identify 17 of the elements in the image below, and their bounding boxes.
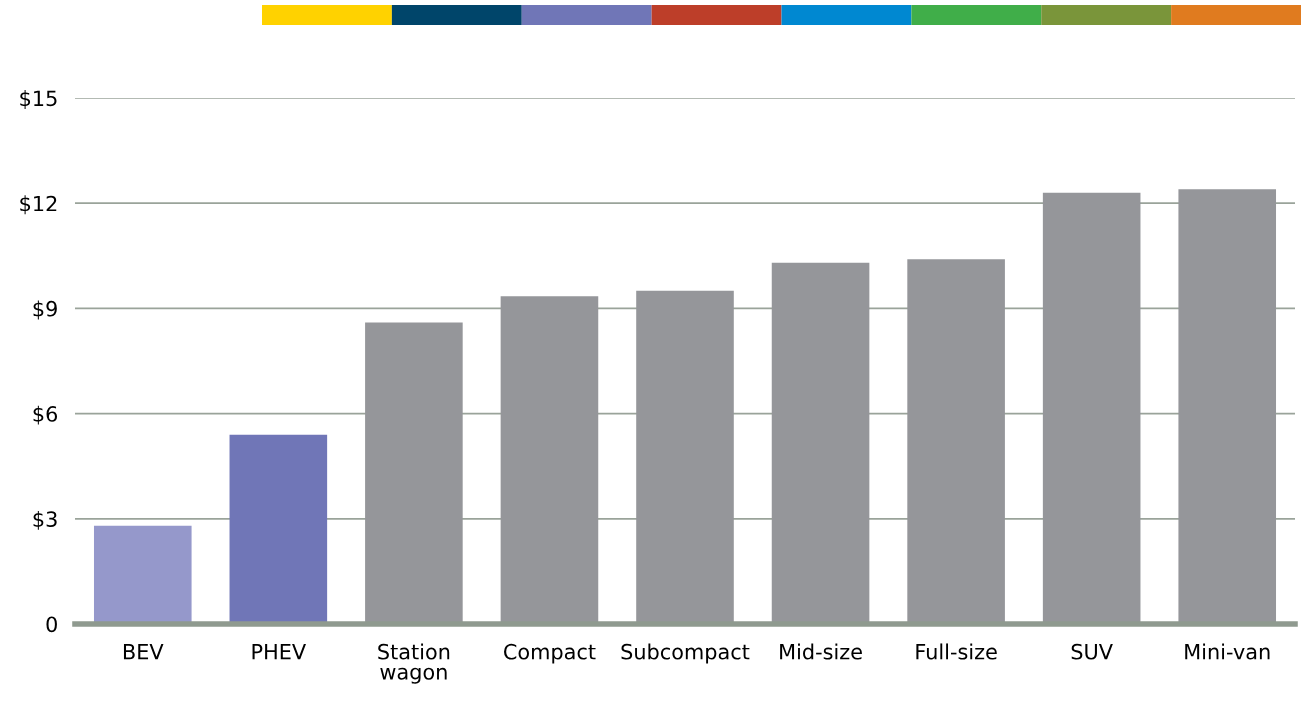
x-tick-label: BEV — [123, 644, 164, 660]
y-tick-label: 0 — [46, 616, 57, 633]
x-tick-label: Full-size — [916, 643, 997, 660]
x-tick-label: Station wagon — [378, 643, 450, 684]
x-tick-label: SUV — [1071, 643, 1113, 660]
x-tick-label: Mini-van — [1185, 643, 1270, 660]
bar — [93, 525, 192, 624]
y-tick-label: $15 — [20, 90, 57, 109]
y-tick-label: $6 — [33, 405, 58, 425]
y-tick-label: $12 — [20, 195, 57, 215]
y-tick-label: $3 — [33, 510, 57, 530]
x-tick-label: Compact — [504, 643, 596, 664]
x-tick-label: Subcompact — [621, 643, 750, 664]
bar — [229, 434, 328, 624]
x-tick-label: PHEV — [252, 644, 306, 660]
x-tick-label: Mid-size — [780, 643, 862, 660]
y-tick-label: $9 — [33, 300, 57, 320]
